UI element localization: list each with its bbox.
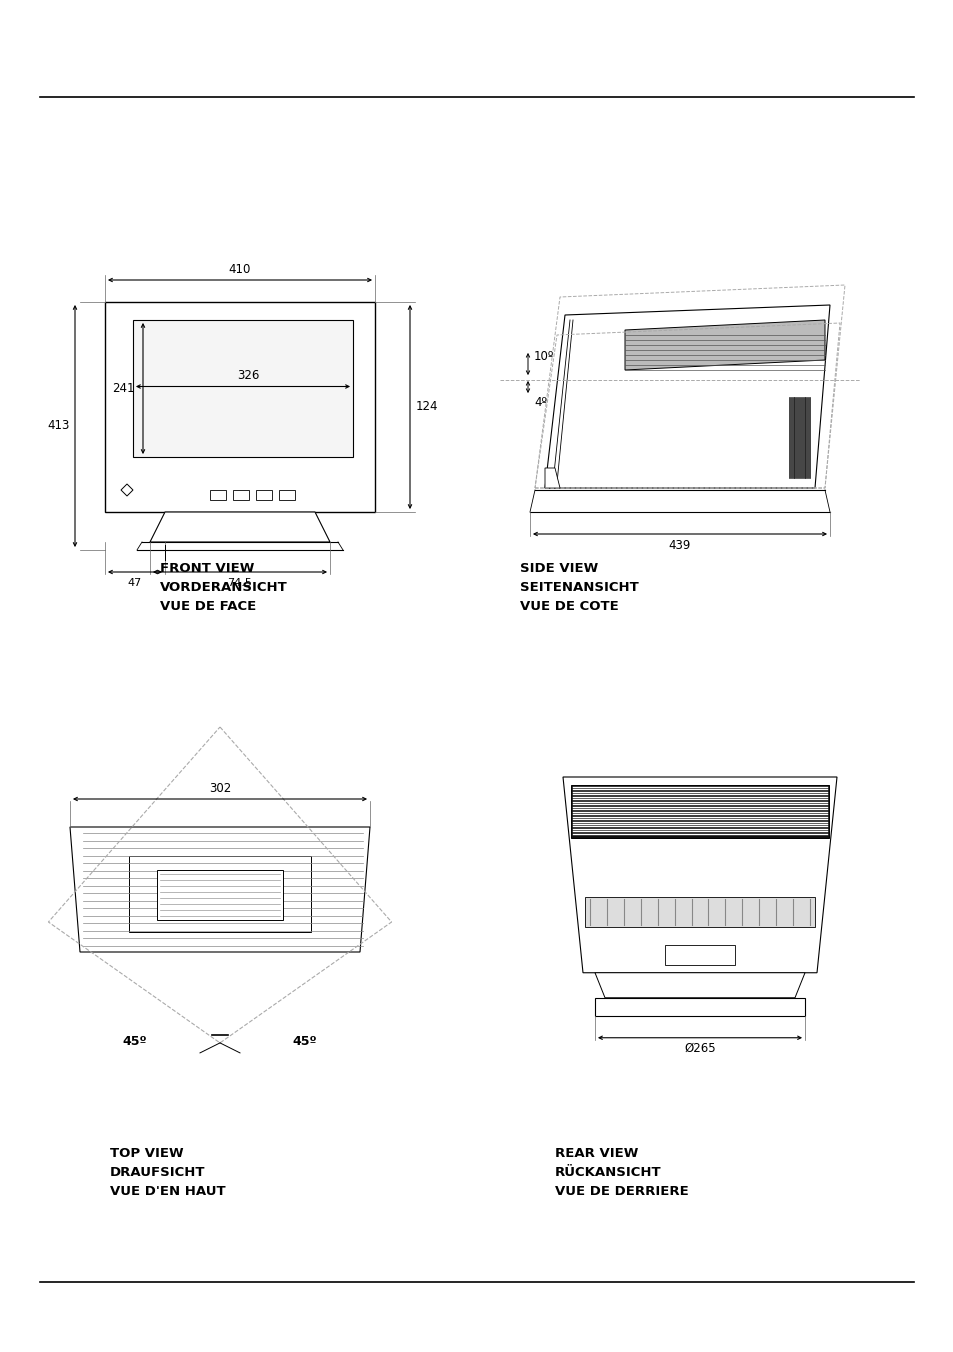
Polygon shape <box>544 468 559 488</box>
Bar <box>105 301 375 512</box>
Text: 45º: 45º <box>123 1036 147 1048</box>
Text: 410: 410 <box>229 264 251 276</box>
Text: 10º: 10º <box>534 350 554 362</box>
Text: 4º: 4º <box>534 396 546 410</box>
Bar <box>595 998 804 1015</box>
Bar <box>664 945 734 965</box>
Bar <box>584 896 814 927</box>
Text: SIDE VIEW
SEITENANSICHT
VUE DE COTE: SIDE VIEW SEITENANSICHT VUE DE COTE <box>519 562 639 612</box>
Bar <box>278 489 294 500</box>
Polygon shape <box>150 512 330 542</box>
Bar <box>571 786 828 838</box>
Bar <box>132 320 353 457</box>
Bar <box>210 489 226 500</box>
Polygon shape <box>544 306 829 488</box>
Text: 124: 124 <box>416 400 438 414</box>
Bar <box>255 489 272 500</box>
Polygon shape <box>595 972 804 998</box>
Bar <box>233 489 249 500</box>
Text: TOP VIEW
DRAUFSICHT
VUE D'EN HAUT: TOP VIEW DRAUFSICHT VUE D'EN HAUT <box>110 1146 226 1198</box>
Text: 326: 326 <box>236 369 259 383</box>
Text: 74.5: 74.5 <box>228 579 253 588</box>
Text: 45º: 45º <box>293 1036 317 1048</box>
Text: 47: 47 <box>128 579 142 588</box>
Text: REAR VIEW
RÜCKANSICHT
VUE DE DERRIERE: REAR VIEW RÜCKANSICHT VUE DE DERRIERE <box>555 1146 688 1198</box>
Text: 439: 439 <box>668 539 691 552</box>
Bar <box>157 869 283 919</box>
Polygon shape <box>562 777 836 972</box>
Text: 241: 241 <box>112 383 135 395</box>
Text: 302: 302 <box>209 781 231 795</box>
Text: Ø265: Ø265 <box>683 1042 715 1055</box>
Polygon shape <box>70 827 370 952</box>
Text: 413: 413 <box>48 419 70 433</box>
Bar <box>129 856 311 932</box>
Text: FRONT VIEW
VORDERANSICHT
VUE DE FACE: FRONT VIEW VORDERANSICHT VUE DE FACE <box>160 562 288 612</box>
Polygon shape <box>624 320 824 370</box>
Polygon shape <box>121 484 132 496</box>
